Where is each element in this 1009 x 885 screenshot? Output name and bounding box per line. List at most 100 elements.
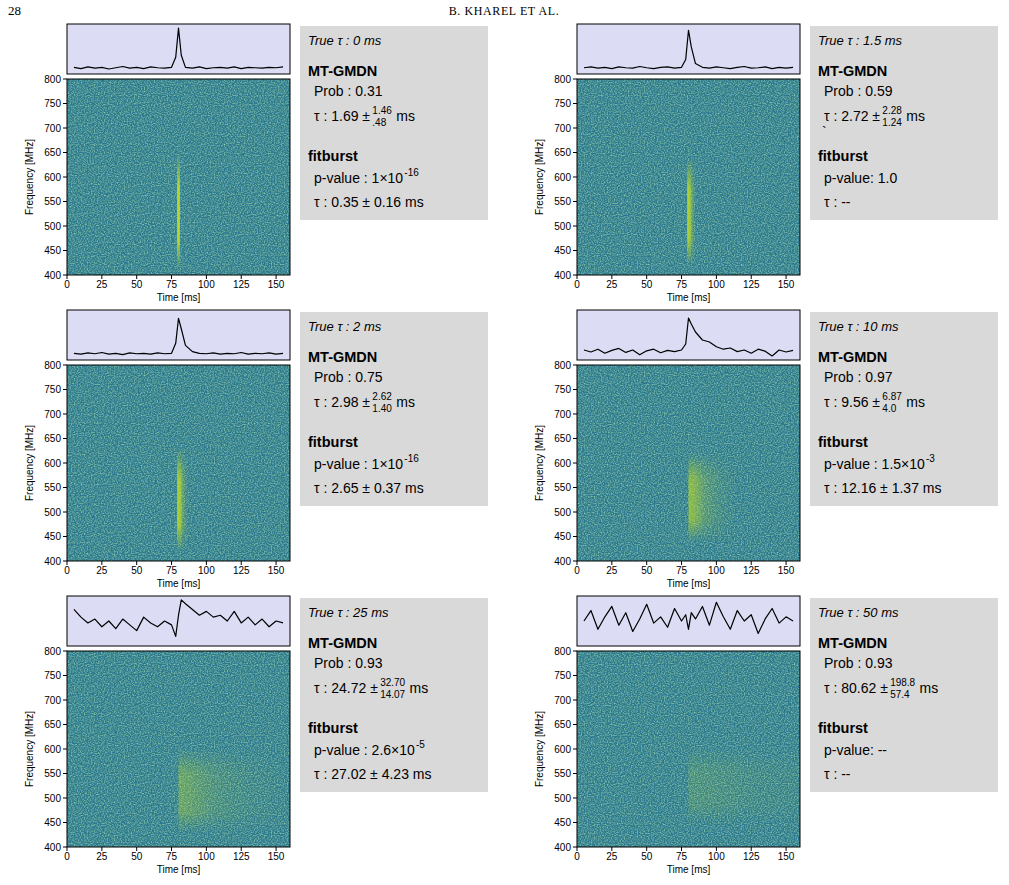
- y-tick: [573, 226, 577, 227]
- y-tick: [63, 250, 67, 251]
- text-part: 0.75: [351, 369, 382, 385]
- y-axis-title: Frequency [MHz]: [24, 711, 35, 787]
- y-tick: [63, 561, 67, 562]
- profile-line: [74, 28, 283, 69]
- text-part: ms: [368, 605, 389, 620]
- y-tick-label: 600: [554, 744, 571, 755]
- text-part: p-value :: [314, 170, 368, 186]
- fit-title: fitburst: [818, 720, 868, 736]
- p-value: p-value : 1×10: [314, 456, 403, 472]
- text-part: --: [874, 742, 888, 758]
- text-part: 25: [349, 605, 368, 620]
- panel: 0255075100125150400450500550600650700750…: [24, 310, 488, 589]
- y-tick-label: 450: [554, 531, 571, 542]
- x-tick-label: 125: [233, 279, 250, 290]
- tau-minus: 57.4: [890, 689, 910, 700]
- burst-masked: [177, 153, 180, 271]
- y-tick: [573, 275, 577, 276]
- x-tick-label: 150: [268, 279, 285, 290]
- heatmap-frame: [67, 365, 290, 561]
- x-tick-label: 50: [131, 565, 143, 576]
- x-tick-label: 150: [268, 565, 285, 576]
- text-part: True τ :: [818, 33, 860, 48]
- heatmap-noise: [577, 365, 800, 561]
- x-tick-label: 0: [64, 851, 70, 862]
- y-tick-label: 500: [554, 507, 571, 518]
- text-part: 10: [859, 319, 878, 334]
- y-tick: [573, 487, 577, 488]
- y-tick-label: 400: [44, 842, 61, 853]
- heatmap-frame: [577, 651, 800, 847]
- x-tick-label: 25: [606, 851, 618, 862]
- prob: Prob : 0.97: [824, 369, 893, 385]
- y-tick-label: 700: [44, 695, 61, 706]
- text-part: Prob :: [314, 369, 351, 385]
- y-tick: [573, 438, 577, 439]
- tau-plus: 32.70: [380, 677, 405, 688]
- profile-line: [584, 318, 793, 356]
- burst-scattering-tail: [691, 453, 733, 541]
- y-tick: [573, 103, 577, 104]
- y-tick-label: 550: [554, 482, 571, 493]
- p-value: p-value: --: [824, 742, 887, 758]
- y-tick: [573, 749, 577, 750]
- burst-group: [689, 749, 801, 823]
- x-tick-label: 25: [606, 565, 618, 576]
- y-tick-label: 550: [44, 768, 61, 779]
- y-tick-label: 500: [44, 221, 61, 232]
- burst-scattering-tail: [691, 749, 800, 823]
- fit-tau: τ : 0.35 ± 0.16 ms: [314, 194, 424, 210]
- y-tick-label: 550: [44, 196, 61, 207]
- y-tick-label: 600: [554, 458, 571, 469]
- info-box: [300, 598, 488, 792]
- y-tick-label: 450: [44, 817, 61, 828]
- x-axis-title: Time [ms]: [157, 578, 201, 589]
- y-tick: [63, 365, 67, 366]
- y-axis-title: Frequency [MHz]: [534, 711, 545, 787]
- tau-minus: 14.07: [380, 689, 405, 700]
- y-tick-label: 750: [554, 670, 571, 681]
- y-tick: [573, 675, 577, 676]
- fit-tau: τ : --: [824, 194, 851, 210]
- x-tick-label: 0: [574, 565, 580, 576]
- y-tick: [63, 226, 67, 227]
- y-tick: [63, 798, 67, 799]
- x-tick-label: 75: [166, 279, 178, 290]
- x-tick-label: 50: [641, 851, 653, 862]
- tau-estimate: τ : 9.56 ±: [824, 394, 880, 410]
- panel: 0255075100125150400450500550600650700750…: [534, 596, 998, 875]
- x-tick-label: 25: [606, 279, 618, 290]
- x-tick-label: 125: [233, 565, 250, 576]
- text-part: 0.59: [861, 83, 892, 99]
- info-box: [300, 312, 488, 506]
- y-tick-label: 800: [554, 360, 571, 371]
- heatmap-noise: [67, 79, 290, 275]
- text-part: True τ :: [308, 319, 350, 334]
- text-part: 1.5×10: [878, 456, 925, 472]
- text-part: Prob :: [314, 655, 351, 671]
- burst-core: [687, 157, 690, 265]
- y-tick-label: 700: [554, 695, 571, 706]
- profile-line: [584, 30, 793, 68]
- x-tick-label: 150: [778, 565, 795, 576]
- prob: Prob : 0.93: [314, 655, 383, 671]
- y-tick-label: 450: [554, 817, 571, 828]
- y-tick-label: 550: [554, 768, 571, 779]
- text-part: ms: [360, 319, 381, 334]
- x-tick-label: 150: [778, 851, 795, 862]
- text-part: 2.6×10: [368, 742, 415, 758]
- y-tick: [573, 536, 577, 537]
- y-tick-label: 750: [44, 384, 61, 395]
- y-tick-label: 400: [554, 270, 571, 281]
- burst-core: [179, 749, 182, 832]
- y-tick: [63, 201, 67, 202]
- heatmap-frame: [67, 79, 290, 275]
- y-tick: [63, 724, 67, 725]
- burst-core: [689, 749, 692, 823]
- y-tick-label: 650: [554, 147, 571, 158]
- heatmap-noise: [577, 79, 800, 275]
- y-tick: [573, 414, 577, 415]
- y-tick: [63, 438, 67, 439]
- x-tick-label: 0: [574, 279, 580, 290]
- fit-title: fitburst: [818, 434, 868, 450]
